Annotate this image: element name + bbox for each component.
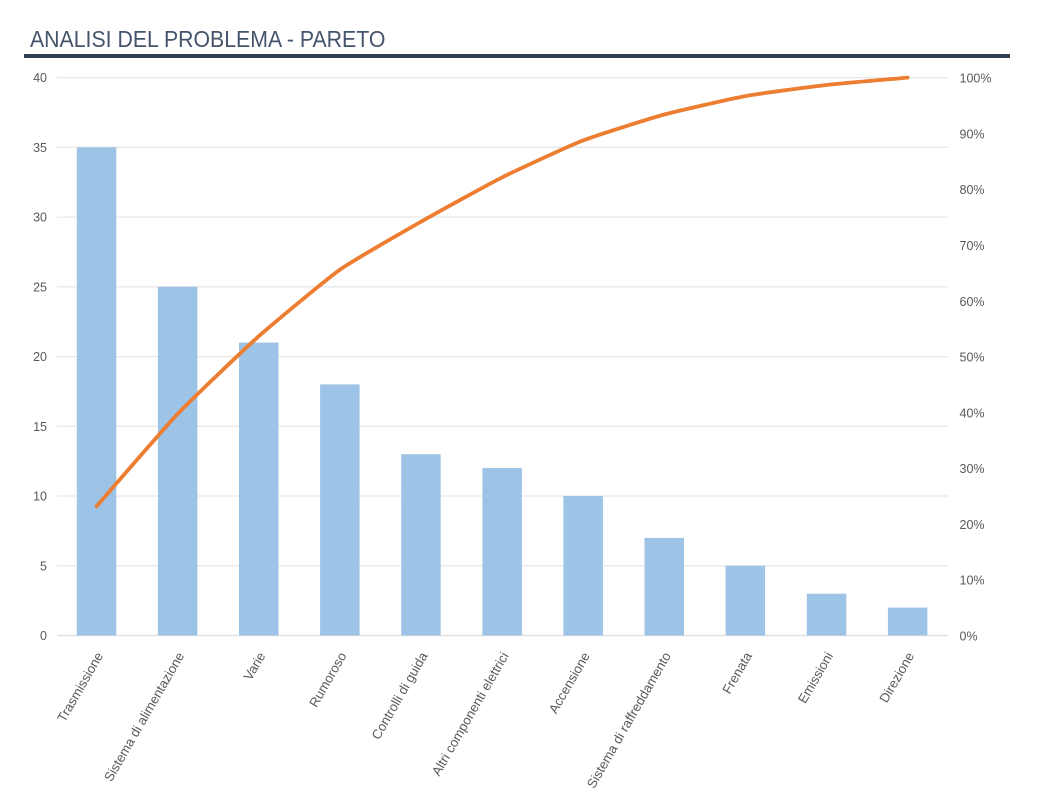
- svg-text:80%: 80%: [960, 183, 985, 197]
- svg-text:Varie: Varie: [241, 650, 269, 683]
- svg-text:0: 0: [40, 629, 47, 643]
- svg-text:60%: 60%: [960, 295, 985, 309]
- svg-text:Rumoroso: Rumoroso: [306, 650, 349, 710]
- svg-text:Frenata: Frenata: [719, 649, 755, 696]
- svg-text:20: 20: [33, 350, 47, 364]
- svg-text:Controlli di guida: Controlli di guida: [368, 649, 430, 742]
- svg-text:50%: 50%: [960, 351, 985, 365]
- svg-text:10: 10: [33, 490, 47, 504]
- svg-text:30: 30: [33, 211, 47, 225]
- svg-text:Direzione: Direzione: [876, 650, 917, 706]
- svg-text:30%: 30%: [960, 462, 985, 476]
- svg-text:40%: 40%: [960, 406, 985, 420]
- svg-text:90%: 90%: [960, 127, 985, 141]
- svg-text:100%: 100%: [960, 72, 992, 86]
- svg-text:Altri componenti elettrici: Altri componenti elettrici: [429, 649, 512, 778]
- svg-text:0%: 0%: [960, 630, 978, 644]
- svg-text:Sistema di raffreddamento: Sistema di raffreddamento: [584, 650, 674, 791]
- svg-text:Accensione: Accensione: [546, 650, 593, 717]
- svg-text:25: 25: [33, 280, 47, 294]
- svg-text:20%: 20%: [960, 518, 985, 532]
- svg-text:Sistema di alimentazione: Sistema di alimentazione: [101, 650, 187, 784]
- svg-text:5: 5: [40, 559, 47, 573]
- svg-text:70%: 70%: [960, 239, 985, 253]
- svg-text:40: 40: [33, 71, 47, 85]
- svg-text:15: 15: [33, 420, 47, 434]
- svg-text:Emissioni: Emissioni: [795, 649, 836, 705]
- svg-text:35: 35: [33, 141, 47, 155]
- svg-text:Trasmissione: Trasmissione: [54, 650, 106, 725]
- svg-text:10%: 10%: [960, 574, 985, 588]
